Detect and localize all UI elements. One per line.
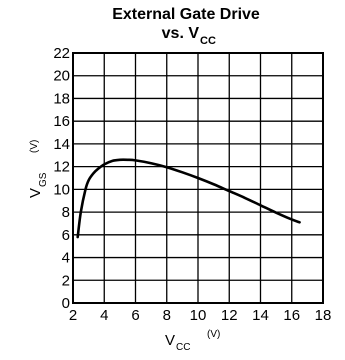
x-tick-label: 12 [221,307,238,324]
y-tick-label: 22 [53,45,70,62]
x-tick-label: 2 [69,307,77,324]
chart-title-line1: External Gate Drive [112,6,260,23]
y-axis-label-sub: GS [38,172,49,187]
y-axis-unit: (V) [29,140,40,153]
y-tick-label: 10 [53,181,70,198]
x-axis-label-sub: CC [176,342,190,353]
y-axis-label: V [27,188,44,198]
y-tick-label: 0 [62,295,70,312]
chart-title-line2: vs. V [162,25,200,42]
y-axis-title: V GS (V) [27,140,49,198]
x-axis-label: V [165,332,175,349]
x-tick-label: 4 [100,307,108,324]
y-tick-label: 16 [53,113,70,130]
x-tick-label: 10 [190,307,207,324]
y-tick-label: 12 [53,159,70,176]
x-tick-label: 6 [131,307,139,324]
y-tick-label: 20 [53,68,70,85]
x-tick-label: 18 [315,307,332,324]
grid [73,53,323,303]
y-tick-label: 4 [62,250,70,267]
x-tick-label: 8 [163,307,171,324]
y-tick-label: 18 [53,90,70,107]
x-tick-label: 14 [252,307,269,324]
chart-title-line2-sub: CC [200,35,216,47]
series [76,158,301,239]
y-tick-label: 14 [53,136,70,153]
y-tick-label: 6 [62,227,70,244]
plot-frame [72,52,324,304]
y-tick-label: 2 [62,272,70,289]
x-tick-label: 16 [283,307,300,324]
x-axis-unit: (V) [207,329,220,340]
y-tick-label: 8 [62,204,70,221]
series-line [76,158,301,239]
